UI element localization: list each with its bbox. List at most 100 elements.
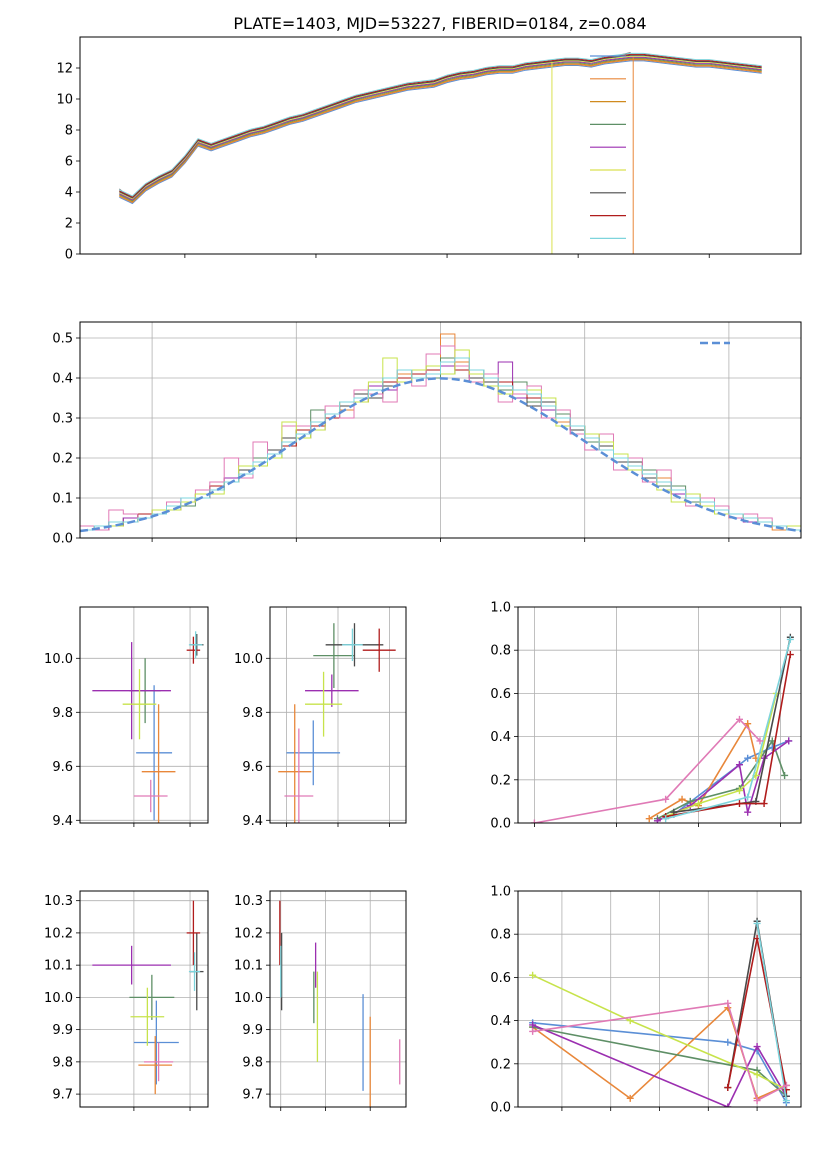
y-tick-label: 0.5	[52, 332, 73, 347]
series-group	[92, 631, 204, 823]
data-point-marker	[756, 737, 764, 745]
axes-weight_vs_age: 0.0 0.2 0.4 0.6 0.8 1.0	[490, 601, 802, 832]
plot-area	[80, 607, 208, 823]
data-point-marker	[744, 793, 752, 801]
y-tick-label: 10.2	[44, 926, 73, 941]
model-spectrum-line	[119, 60, 762, 205]
y-tick-label: 10	[56, 93, 73, 108]
axes-age_vs_Z: 9.4 9.6 9.8 10.0	[44, 606, 209, 829]
series-line	[534, 718, 761, 823]
y-tick-label: 9.8	[52, 706, 73, 721]
data-point-marker	[744, 720, 752, 728]
y-tick-label: 9.4	[242, 814, 263, 829]
y-tick-label: 0.2	[490, 1057, 511, 1072]
series-group	[92, 900, 204, 1095]
plot-area	[80, 891, 208, 1107]
axes-mass_vs_EBV: 9.7 9.8 9.9 10.0 10.1 10.2 10.3	[234, 890, 407, 1111]
y-tick-label: 10.0	[234, 991, 263, 1006]
model-spectrum-line	[119, 57, 762, 202]
y-tick-label: 10.0	[44, 652, 73, 667]
data-point-marker	[744, 754, 752, 762]
model-spectrum-line	[119, 56, 762, 201]
y-tick-label: 0.0	[490, 1101, 511, 1116]
y-tick-label: 10.0	[234, 652, 263, 667]
plot-frame	[79, 606, 209, 824]
data-point-marker	[724, 1103, 732, 1107]
plot-frame	[517, 606, 802, 824]
series-group	[118, 52, 762, 254]
data-point-marker	[662, 795, 670, 803]
series-line	[532, 1022, 788, 1104]
y-tick-label: 9.4	[52, 814, 73, 829]
data-point-marker	[529, 1027, 537, 1035]
series-group	[278, 623, 396, 823]
y-tick-label: 0.4	[490, 730, 511, 745]
y-tick-label: 10.3	[44, 894, 73, 909]
plot-frame	[79, 321, 802, 539]
axes-residuals: 0.0 0.1 0.2 0.3 0.4 0.5	[52, 321, 802, 547]
data-point-marker	[760, 800, 768, 808]
y-tick-label: 0.1	[52, 492, 73, 507]
y-tick-label: 1.0	[490, 601, 511, 616]
y-tick-label: 0.4	[52, 372, 73, 387]
data-point-marker	[753, 1071, 761, 1079]
plot-area	[80, 37, 801, 254]
y-tick-label: 9.8	[52, 1055, 73, 1070]
data-point-marker	[694, 800, 702, 808]
model-spectrum-line	[119, 54, 762, 199]
data-point-marker	[735, 715, 743, 723]
legend	[590, 55, 626, 239]
plot-frame	[79, 36, 802, 255]
data-point-marker	[753, 1043, 761, 1051]
data-point-marker	[782, 1097, 790, 1105]
y-tick-label: 1.0	[490, 885, 511, 900]
y-tick-label: 0	[65, 248, 73, 263]
data-point-marker	[782, 1081, 790, 1089]
data-point-marker	[753, 1097, 761, 1105]
model-spectrum-line	[119, 55, 762, 200]
data-point-marker	[781, 771, 789, 779]
y-tick-label: 9.6	[52, 760, 73, 775]
y-tick-label: 0.6	[490, 687, 511, 702]
series-group	[80, 333, 801, 538]
series-line	[756, 923, 788, 1101]
data-point-marker	[645, 815, 653, 823]
series-group	[530, 633, 794, 823]
series-group	[529, 917, 790, 1107]
y-tick-label: 9.9	[52, 1023, 73, 1038]
axes-mass_vs_Z: 9.7 9.8 9.9 10.0 10.1 10.2 10.3	[44, 890, 209, 1111]
axes-age_vs_mass: 9.4 9.6 9.8 10.0	[234, 606, 407, 829]
y-tick-label: 9.8	[242, 706, 263, 721]
y-tick-label: 9.7	[242, 1088, 263, 1103]
data-point-marker	[785, 737, 793, 745]
data-point-marker	[786, 651, 794, 659]
data-point-marker	[678, 795, 686, 803]
model-spectrum-line	[119, 52, 762, 197]
y-tick-label: 0.0	[490, 817, 511, 832]
normal-curve	[80, 377, 801, 533]
data-point-marker	[662, 815, 670, 823]
data-point-marker	[786, 635, 794, 643]
y-tick-label: 6	[65, 155, 73, 170]
y-tick-label: 0.3	[52, 412, 73, 427]
y-tick-label: 0.0	[52, 532, 73, 547]
plot-area	[518, 607, 801, 823]
y-tick-label: 9.7	[52, 1088, 73, 1103]
y-tick-label: 10.2	[234, 926, 263, 941]
y-tick-label: 0.6	[490, 971, 511, 986]
data-point-marker	[735, 800, 743, 808]
data-point-marker	[735, 761, 743, 769]
plot-frame	[79, 890, 209, 1108]
y-tick-label: 0.8	[490, 644, 511, 659]
plot-frame	[269, 890, 407, 1108]
y-tick-label: 10.3	[234, 894, 263, 909]
y-tick-label: 8	[65, 124, 73, 139]
data-point-marker	[753, 919, 761, 927]
data-point-marker	[626, 1017, 634, 1025]
data-point-marker	[530, 819, 538, 823]
plots: 0 2 4 6 8 10 12 0.0 0.1 0.2 0.3 0.4 0.5 9.4 9.6 9.8 10.0…	[44, 36, 802, 1116]
data-point-marker	[529, 1021, 537, 1029]
y-tick-label: 9.8	[242, 1055, 263, 1070]
series-line	[532, 1002, 787, 1102]
y-tick-label: 0.8	[490, 928, 511, 943]
